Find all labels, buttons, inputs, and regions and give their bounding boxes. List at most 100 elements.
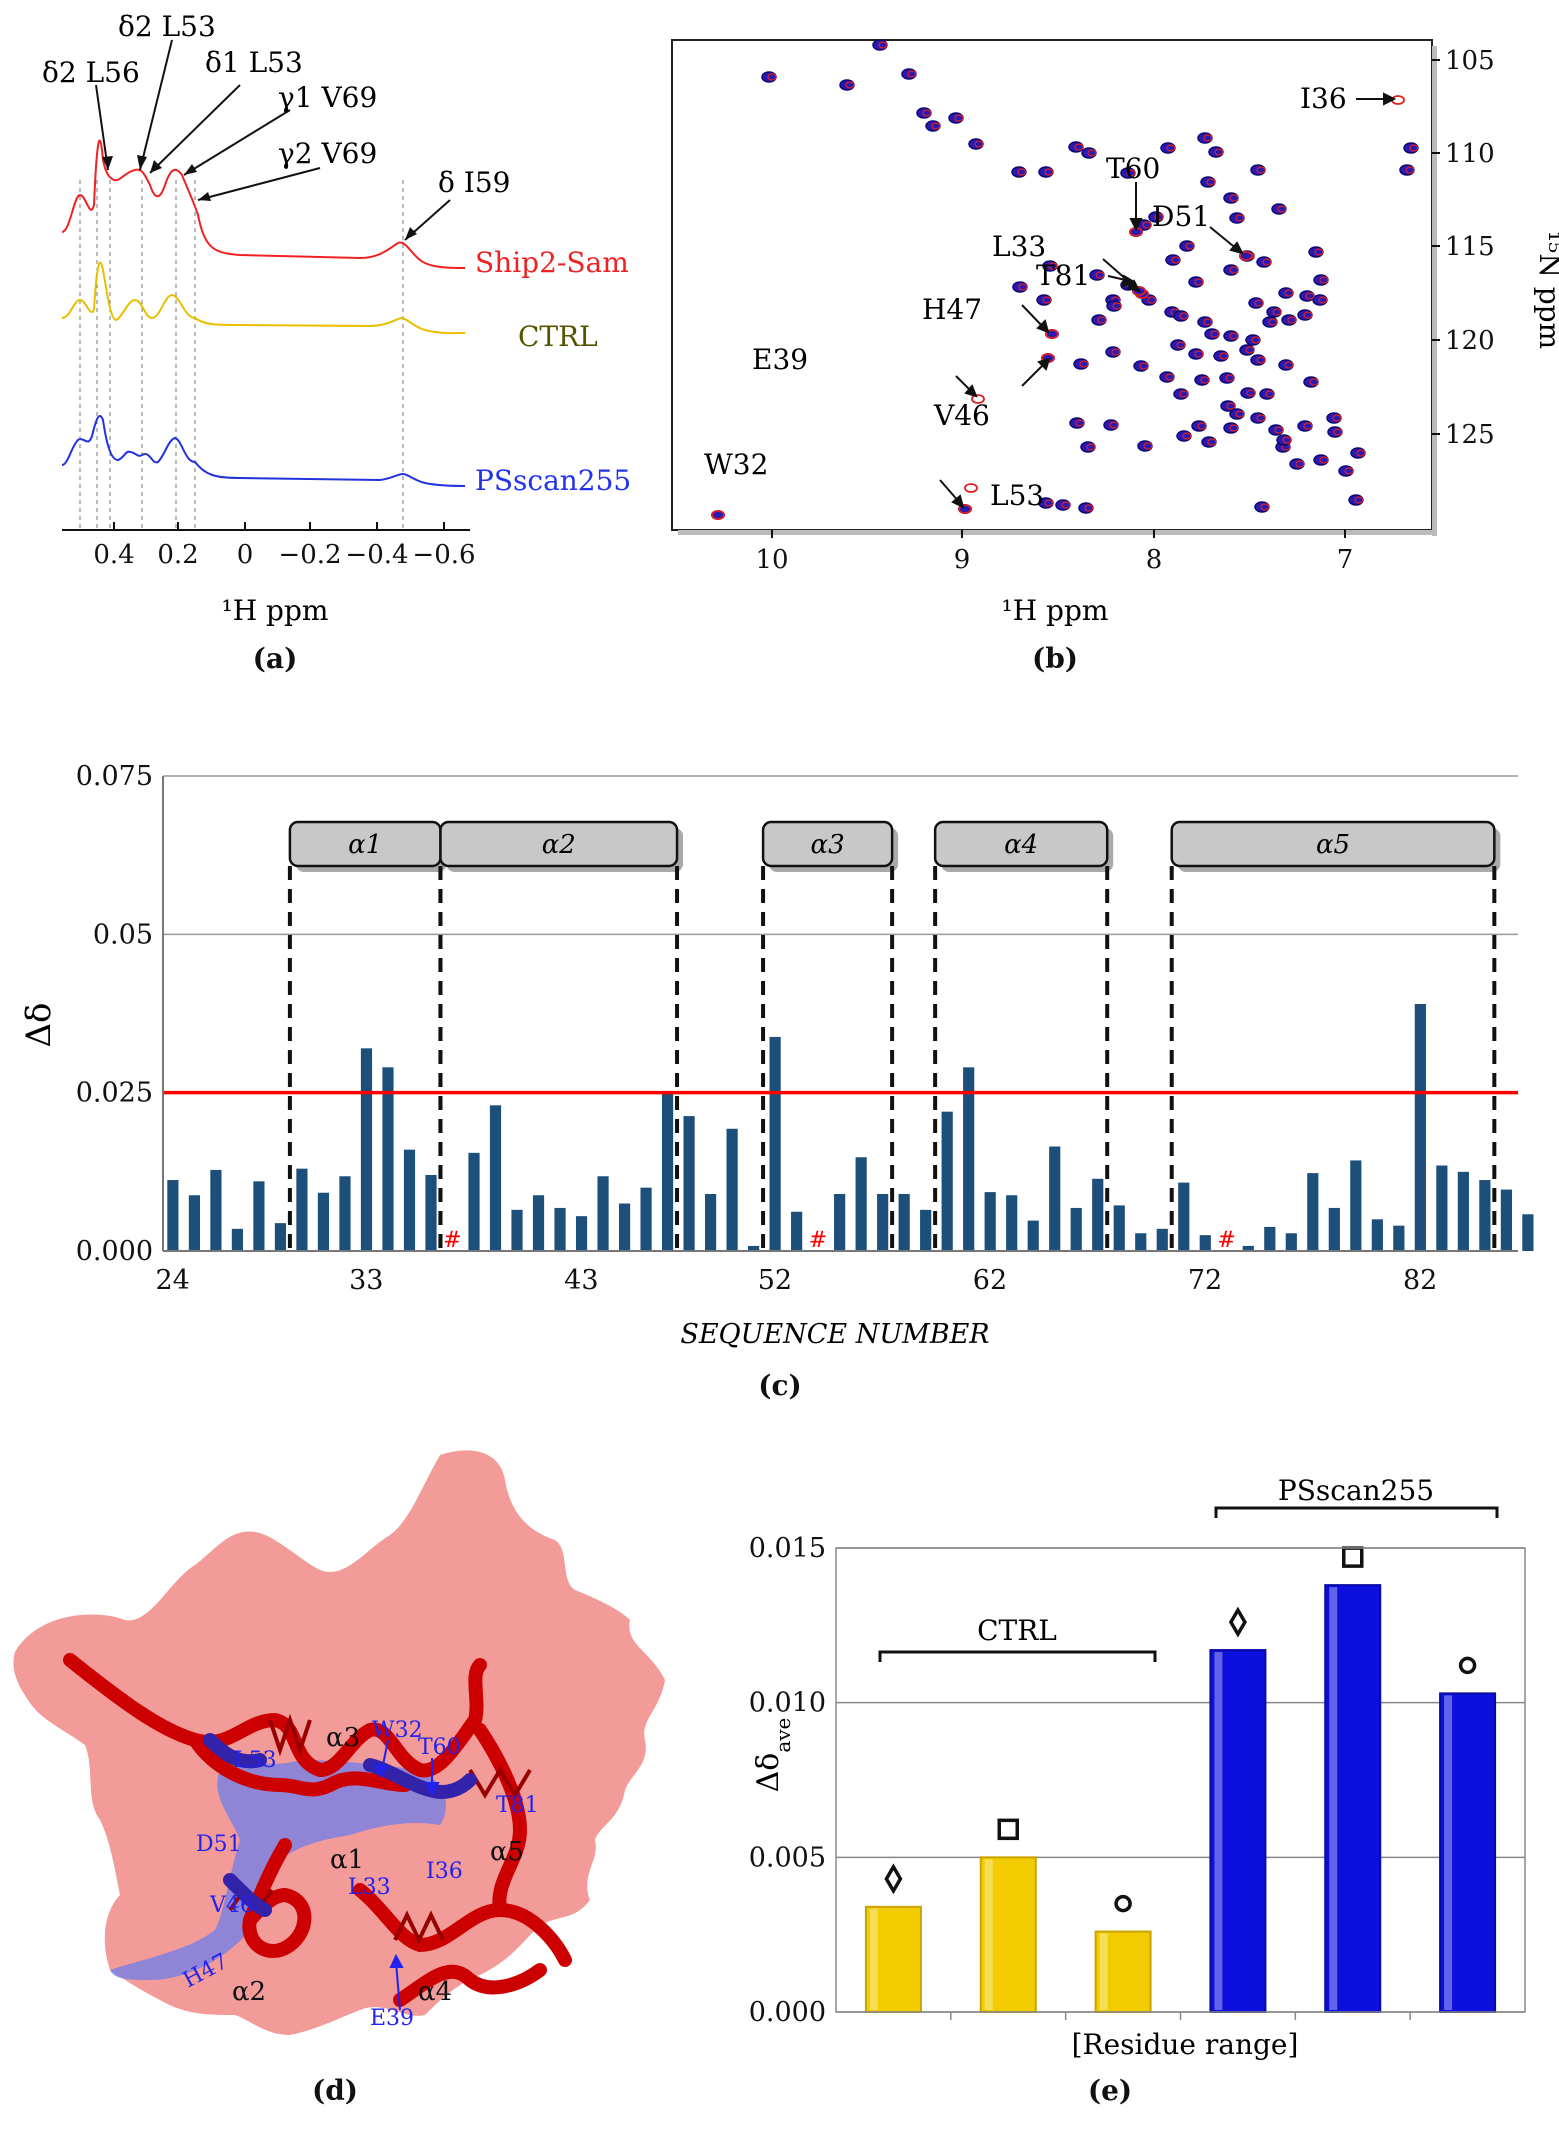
peak-red <box>1206 178 1216 186</box>
peak-red <box>1087 149 1097 157</box>
peak-blue <box>1176 430 1192 442</box>
helix-label: α5 <box>1316 830 1350 860</box>
hsqc-peak <box>1176 430 1192 442</box>
helix-box <box>439 820 679 868</box>
marker-circle <box>1114 1894 1132 1913</box>
peak-red <box>907 70 917 78</box>
annot-d2-l56: δ2 L56 <box>42 56 140 89</box>
peak-blue <box>1197 316 1213 328</box>
hsqc-peak <box>1259 388 1275 400</box>
bar-residue-undefined <box>1522 1214 1534 1251</box>
peak-blue <box>1201 436 1217 448</box>
peak-red <box>1207 438 1217 446</box>
peak-blue <box>1256 256 1272 268</box>
marker-circle <box>1458 1656 1477 1675</box>
peak-blue <box>872 39 888 51</box>
peak-red <box>974 140 984 148</box>
caption-b: (b) <box>1032 642 1078 675</box>
panel-b-x-ticks <box>771 530 1346 538</box>
hsqc-peak <box>916 107 932 119</box>
panel-c-axes: 24 33 43 52 62 72 82 <box>155 776 1518 1296</box>
tick-a-4: −0.2 <box>278 540 341 570</box>
label-alpha1: α1 <box>330 1845 364 1875</box>
peak-red <box>1277 205 1287 213</box>
peak-red <box>1314 248 1324 256</box>
hsqc-peak <box>1165 254 1181 266</box>
trace-label-ship2-sam: Ship2-Sam <box>475 246 629 279</box>
peak-red <box>1112 302 1122 310</box>
missing-residue-marker: # <box>809 1228 827 1253</box>
label-w32: W32 <box>372 1718 423 1743</box>
xtick-c: 72 <box>1188 1265 1222 1296</box>
hsqc-peak <box>1299 290 1315 302</box>
hsqc-peak <box>1403 142 1419 154</box>
bar-residue-27 <box>231 1228 244 1251</box>
label-alpha3: α3 <box>326 1723 360 1753</box>
hsqc-peak <box>1160 142 1176 154</box>
bar-residue-45 <box>618 1203 631 1251</box>
hsqc-peak <box>1208 146 1224 158</box>
peak-blue <box>1081 147 1097 159</box>
peak-blue <box>1204 328 1220 340</box>
hsqc-peak <box>1239 344 1255 356</box>
hsqc-peak <box>1297 309 1313 321</box>
hsqc-peak <box>1289 458 1305 470</box>
trace-label-psscan255: PSscan255 <box>475 464 631 497</box>
peak-red <box>1079 360 1089 368</box>
peak-blue <box>1012 281 1028 293</box>
peak-blue <box>1281 314 1297 326</box>
hsqc-peak <box>1223 192 1239 204</box>
bar-residue-44 <box>597 1176 609 1251</box>
peak-red <box>1018 283 1028 291</box>
peak-red <box>1179 390 1189 398</box>
peak-red <box>1179 312 1189 320</box>
peak-blue <box>1188 276 1204 288</box>
tick-b-y2: 110 <box>1445 139 1495 169</box>
peak-red <box>1262 258 1272 266</box>
bar-residue-34 <box>382 1067 394 1251</box>
peak-red <box>1256 356 1266 364</box>
label-d51: D51 <box>196 1832 242 1857</box>
bar-residue-75 <box>1264 1226 1276 1251</box>
hsqc-peak <box>1204 328 1220 340</box>
panel-e-bar-chart: 0.000 0.005 0.010 0.015 CTRL PSscan255 Δδav… <box>749 1474 1526 2107</box>
hsqc-peak <box>1170 339 1186 351</box>
ytick-c: 0.075 <box>76 761 153 792</box>
peak-red <box>1095 271 1105 279</box>
panel-a-arrowheads <box>102 155 417 240</box>
hsqc-peak <box>1254 501 1270 513</box>
peak-blue <box>1200 176 1216 188</box>
peak-blue <box>1297 309 1313 321</box>
bar-residue-80 <box>1371 1219 1383 1251</box>
peak-blue <box>1188 348 1204 360</box>
peak-blue <box>1219 372 1235 384</box>
hsqc-peak <box>1137 440 1153 452</box>
peak-label-h47: H47 <box>922 293 982 326</box>
peak-blue <box>1073 358 1089 370</box>
panel-a-gridlines <box>79 180 404 530</box>
peak-blue <box>1165 254 1181 266</box>
hsqc-peak <box>1250 164 1266 176</box>
hsqc-peak <box>1308 246 1324 258</box>
peak-blue <box>1308 246 1324 258</box>
bar-residue-68 <box>1113 1205 1125 1251</box>
hsqc-peak <box>1133 360 1149 372</box>
marker-square <box>1342 1546 1364 1568</box>
peak-label-w32: W32 <box>704 448 768 481</box>
hsqc-peak <box>1068 141 1084 153</box>
ribbon-helix-coils <box>228 1713 532 1945</box>
tick-b-x4: 7 <box>1337 545 1354 575</box>
bar-highlight <box>1329 1587 1338 2010</box>
helix-label: α2 <box>542 830 576 860</box>
hsqc-peak <box>968 138 984 150</box>
panel-c-bars: # # # <box>167 1004 1534 1253</box>
hsqc-peak <box>1326 412 1342 424</box>
hsqc-peak <box>1073 358 1089 370</box>
helix-box <box>1170 820 1496 868</box>
peak-red <box>1303 311 1313 319</box>
hsqc-peak <box>1399 164 1415 176</box>
peak-blue <box>1403 142 1419 154</box>
peak-blue <box>1250 412 1266 424</box>
label-alpha2: α2 <box>232 1977 266 2007</box>
hsqc-peak <box>1148 211 1164 223</box>
